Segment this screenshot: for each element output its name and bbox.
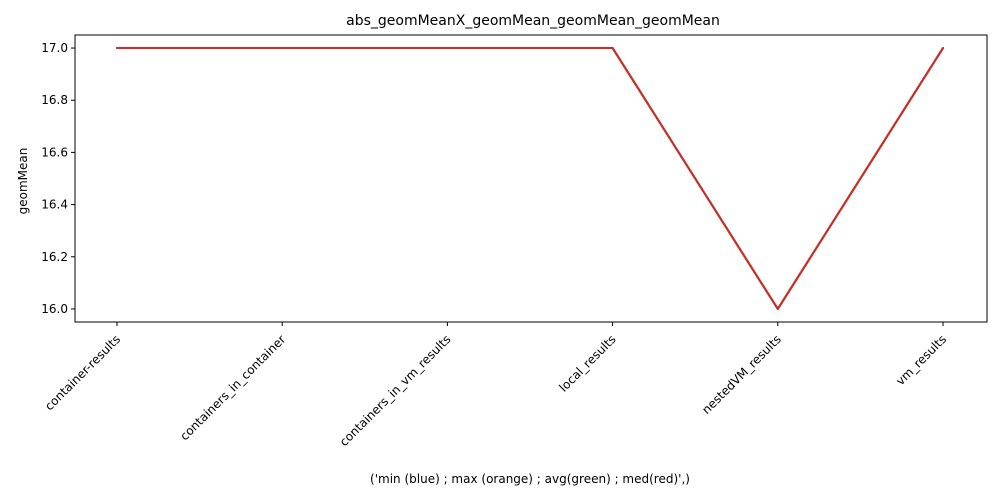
y-tick-label: 17.0 [41, 41, 68, 55]
y-tick-label: 16.2 [41, 250, 68, 264]
plot-frame [74, 34, 988, 323]
y-tick-label: 16.6 [41, 145, 68, 159]
y-axis-title: geomMean [16, 148, 30, 215]
x-axis-title: ('min (blue) ; max (orange) ; avg(green)… [370, 472, 690, 486]
series-line-med [116, 47, 944, 310]
y-tick-label: 16.8 [41, 93, 68, 107]
y-tick-label: 16.4 [41, 198, 68, 212]
chart-title: abs_geomMeanX_geomMean_geomMean_geomMean [346, 13, 720, 29]
y-tick-label: 16.0 [41, 302, 68, 316]
